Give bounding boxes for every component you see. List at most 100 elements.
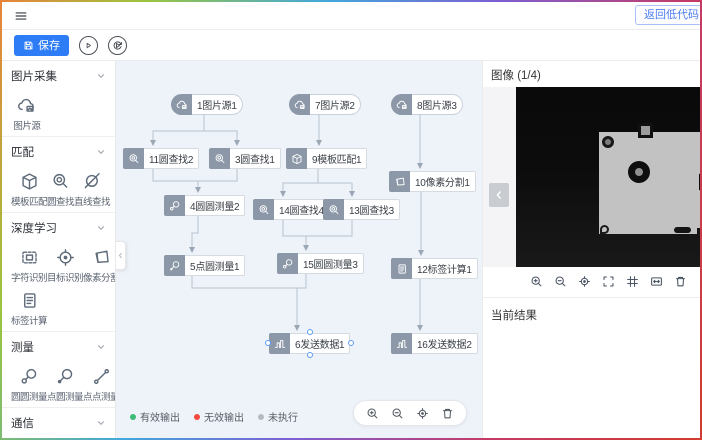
tool-sidebar: 图片采集图片源匹配模板匹配 圆查找 直线查找深度学习字符识别 目标识别 像素分割标签计算… xyxy=(2,61,116,438)
legend-dot xyxy=(258,413,264,420)
prev-image-button[interactable] xyxy=(489,183,509,207)
fullscreen-icon[interactable] xyxy=(602,275,615,288)
flow-node-label: 8图片源3 xyxy=(412,94,463,115)
back-to-lowcode-button[interactable]: 返回低代码 xyxy=(635,5,700,25)
sidebar-section-title: 图片采集 xyxy=(11,71,57,83)
fit-image-icon[interactable] xyxy=(650,275,663,288)
flow-node-label: 16发送数据2 xyxy=(412,333,478,354)
flow-node-8[interactable]: 8图片源3 xyxy=(391,94,463,115)
node-connection-handle[interactable] xyxy=(348,340,355,346)
sidebar-item-label: 点圆测量 xyxy=(47,392,84,403)
legend-label: 未执行 xyxy=(268,413,298,424)
flow-node-5[interactable]: 5点圆测量1 xyxy=(164,255,246,276)
locate-icon[interactable] xyxy=(578,275,591,288)
camera-image[interactable] xyxy=(516,87,700,267)
flow-node-label: 1图片源1 xyxy=(192,94,243,115)
flow-edge xyxy=(191,276,300,331)
sidebar-section-2: 深度学习字符识别 目标识别 像素分割标签计算 xyxy=(2,213,115,332)
sidebar-item-label: 像素分割 xyxy=(83,273,116,284)
flow-node-6[interactable]: 6发送数据1 xyxy=(265,329,355,358)
flow-node-1[interactable]: 1图片源1 xyxy=(171,94,243,115)
flow-node-9[interactable]: 9模板匹配1 xyxy=(286,148,368,169)
char-recognition-icon xyxy=(20,247,39,267)
flow-node-10[interactable]: 10像素分割1 xyxy=(389,171,476,192)
sidebar-item-template-match[interactable]: 模板匹配 xyxy=(11,171,48,208)
legend-label: 有效输出 xyxy=(140,413,180,424)
flow-edge xyxy=(297,274,307,289)
viewer-side-strip xyxy=(483,87,516,267)
image-source-icon xyxy=(171,94,192,115)
flow-node-15[interactable]: 15圆圆测量3 xyxy=(277,253,364,274)
plate-center-hole-core xyxy=(635,168,643,176)
flow-node-label: 6发送数据1 xyxy=(290,333,351,354)
flow-node-7[interactable]: 7图片源2 xyxy=(289,94,361,115)
sidebar-item-point-point-measure[interactable]: 点点测量 xyxy=(83,366,116,403)
flow-node-3[interactable]: 3圆查找1 xyxy=(209,148,281,169)
flow-edge xyxy=(189,216,199,253)
label-calc-icon xyxy=(20,290,39,310)
zoom-in-icon[interactable] xyxy=(530,275,543,288)
flow-node-12[interactable]: 12标签计算1 xyxy=(391,258,478,279)
flow-node-11[interactable]: 11圆查找2 xyxy=(123,148,200,169)
play-icon xyxy=(84,41,93,50)
node-connection-handle[interactable] xyxy=(306,329,313,335)
zoom-out-icon[interactable] xyxy=(391,407,404,420)
sidebar-item-circle-find[interactable]: 圆查找 xyxy=(47,171,75,208)
sidebar-section-title: 测量 xyxy=(11,342,34,354)
save-button-label: 保存 xyxy=(38,40,60,52)
flow-node-14[interactable]: 14圆查找4 xyxy=(253,199,330,220)
sidebar-item-image-source[interactable]: 图片源 xyxy=(11,95,43,132)
sidebar-section-4: 通信发送数据 xyxy=(2,408,115,438)
sidebar-item-label: 字符识别 xyxy=(11,273,48,284)
trash-icon[interactable] xyxy=(674,275,687,288)
send-data-icon xyxy=(269,333,290,354)
sidebar-section-0: 图片采集 图片源 xyxy=(2,61,115,137)
flow-node-label: 5点圆测量1 xyxy=(185,255,246,276)
circle-circle-measure-icon xyxy=(20,366,39,386)
flow-node-13[interactable]: 13圆查找3 xyxy=(323,199,400,220)
image-panel: 图像 (1/4) xyxy=(482,61,700,438)
node-connection-handle[interactable] xyxy=(265,340,271,346)
trash-icon[interactable] xyxy=(441,407,454,420)
chevron-down-icon xyxy=(96,147,106,157)
run-loop-button[interactable] xyxy=(108,35,127,55)
grid-icon[interactable] xyxy=(626,275,639,288)
legend-item: 无效输出 xyxy=(194,409,244,424)
sidebar-item-point-circle-measure[interactable]: 点圆测量 xyxy=(47,366,84,403)
pixel-segmentation-icon xyxy=(389,171,410,192)
menu-icon[interactable] xyxy=(14,9,28,23)
circle-find-icon xyxy=(323,199,344,220)
locate-icon[interactable] xyxy=(416,407,429,420)
sidebar-item-line-find[interactable]: 直线查找 xyxy=(74,171,111,208)
sidebar-item-label: 点点测量 xyxy=(83,392,116,403)
sidebar-item-pixel-segmentation[interactable]: 像素分割 xyxy=(83,247,116,284)
sidebar-section-header[interactable]: 深度学习 xyxy=(11,220,106,236)
sidebar-item-char-recognition[interactable]: 字符识别 xyxy=(11,247,48,284)
sidebar-item-target-recognition[interactable]: 目标识别 xyxy=(47,247,84,284)
node-connection-handle[interactable] xyxy=(306,352,313,358)
chevron-down-icon xyxy=(96,342,106,352)
sidebar-item-label-calc[interactable]: 标签计算 xyxy=(11,290,48,327)
zoom-out-icon[interactable] xyxy=(554,275,567,288)
sidebar-item-label: 标签计算 xyxy=(11,316,48,327)
flow-node-4[interactable]: 4圆圆测量2 xyxy=(164,195,246,216)
save-button[interactable]: 保存 xyxy=(14,34,69,56)
run-once-button[interactable] xyxy=(79,35,98,55)
sidebar-section-header[interactable]: 匹配 xyxy=(11,144,106,160)
sidebar-section-header[interactable]: 测量 xyxy=(11,339,106,355)
sidebar-item-circle-circle-measure[interactable]: 圆圆测量 xyxy=(11,366,48,403)
sidebar-collapse-handle[interactable] xyxy=(116,241,126,270)
status-legend: 有效输出 无效输出 未执行 xyxy=(130,409,298,424)
action-toolbar: 保存 xyxy=(2,30,700,61)
sidebar-item-label: 直线查找 xyxy=(74,197,111,208)
flow-node-16[interactable]: 16发送数据2 xyxy=(391,333,478,354)
circle-circle-measure-icon xyxy=(277,253,298,274)
send-data-icon xyxy=(391,333,412,354)
sidebar-section-title: 深度学习 xyxy=(11,223,57,235)
chevron-down-icon xyxy=(96,223,106,233)
zoom-in-icon[interactable] xyxy=(366,407,379,420)
flow-canvas[interactable]: 1图片源1 7图片源2 8图片源3 11圆查找2 3圆查找1 9模板匹配1 10像素分割1 4… xyxy=(116,61,482,438)
circle-find-icon xyxy=(253,199,274,220)
sidebar-section-header[interactable]: 图片采集 xyxy=(11,68,106,84)
sidebar-section-header[interactable]: 通信 xyxy=(11,415,106,431)
